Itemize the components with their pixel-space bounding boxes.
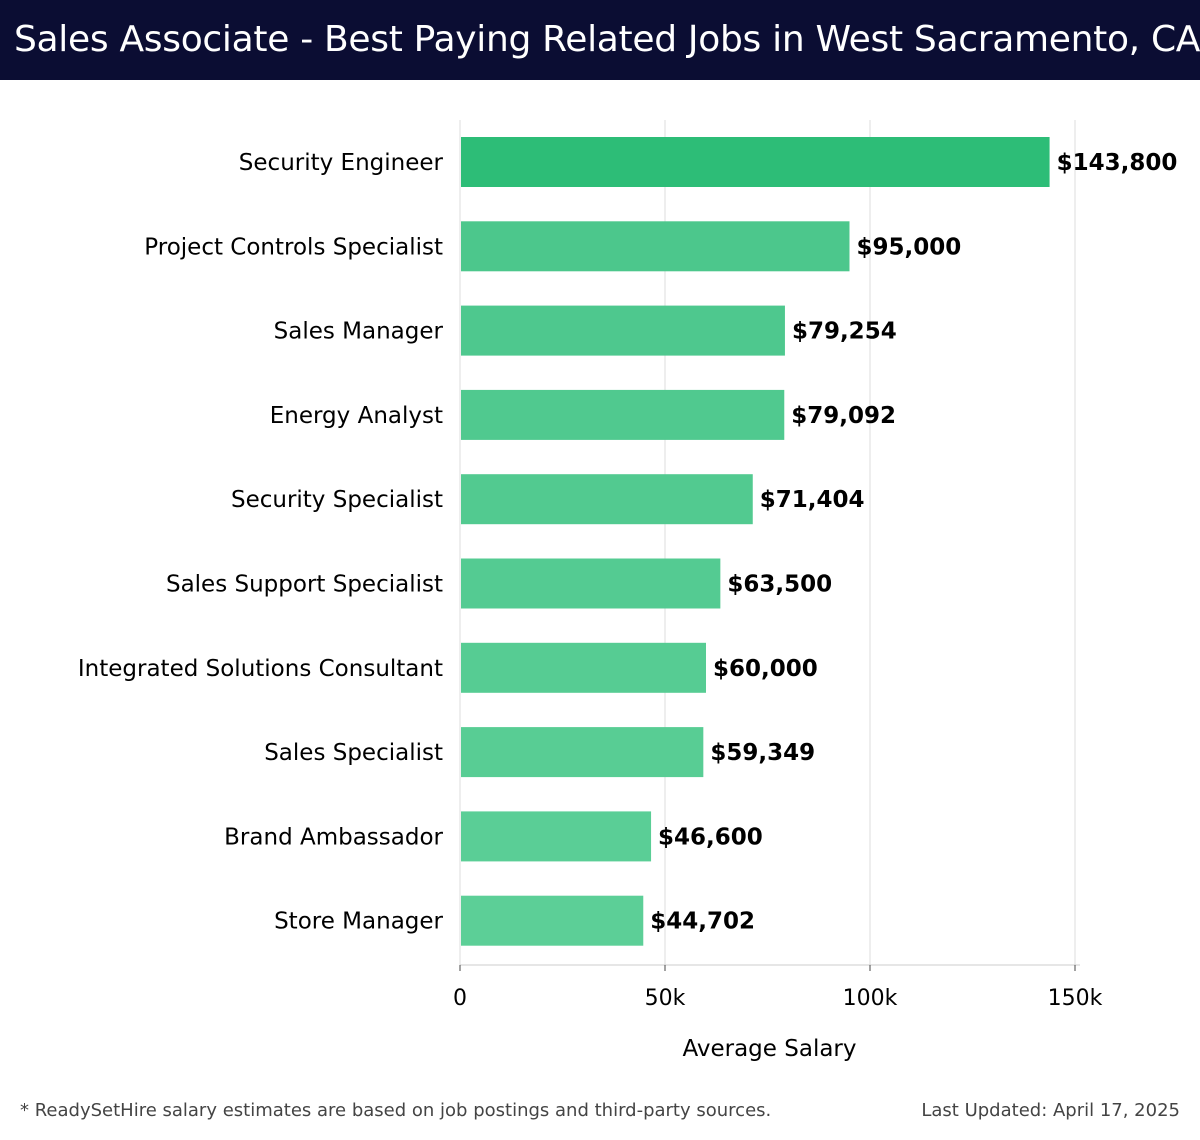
category-label-1: Project Controls Specialist bbox=[144, 234, 443, 260]
value-label-5: $63,500 bbox=[727, 572, 832, 598]
x-tick-label-0: 0 bbox=[453, 986, 467, 1011]
category-label-3: Energy Analyst bbox=[270, 403, 443, 429]
value-label-8: $46,600 bbox=[658, 824, 763, 850]
value-label-3: $79,092 bbox=[791, 403, 896, 429]
x-tick-label-3: 150k bbox=[1048, 986, 1103, 1011]
value-label-2: $79,254 bbox=[792, 319, 897, 345]
x-axis-title: Average Salary bbox=[682, 1036, 856, 1062]
value-label-6: $60,000 bbox=[713, 656, 818, 682]
value-label-9: $44,702 bbox=[650, 909, 755, 935]
category-label-6: Integrated Solutions Consultant bbox=[78, 656, 443, 682]
bar-9 bbox=[461, 895, 644, 946]
value-label-7: $59,349 bbox=[710, 740, 815, 766]
footer-last-updated: Last Updated: April 17, 2025 bbox=[921, 1100, 1180, 1121]
bar-1 bbox=[461, 221, 850, 272]
category-label-8: Brand Ambassador bbox=[224, 824, 443, 850]
value-label-0: $143,800 bbox=[1057, 150, 1178, 176]
bar-2 bbox=[461, 305, 785, 356]
page-title: Sales Associate - Best Paying Related Jo… bbox=[14, 19, 1200, 60]
category-label-4: Security Specialist bbox=[231, 487, 443, 513]
bar-8 bbox=[461, 811, 652, 862]
bar-0 bbox=[461, 137, 1050, 187]
x-tick-label-1: 50k bbox=[645, 986, 686, 1011]
x-tick-label-2: 100k bbox=[843, 986, 898, 1011]
footer-disclaimer: * ReadySetHire salary estimates are base… bbox=[20, 1100, 772, 1121]
value-label-4: $71,404 bbox=[760, 487, 865, 513]
bar-4 bbox=[461, 474, 753, 525]
category-label-9: Store Manager bbox=[274, 909, 443, 935]
bar-6 bbox=[461, 642, 706, 693]
salary-bar-chart: 0 50k 100k 150k Average Salary Security Engin… bbox=[78, 120, 1178, 1062]
category-label-7: Sales Specialist bbox=[264, 740, 443, 766]
bar-5 bbox=[461, 558, 721, 609]
category-label-2: Sales Manager bbox=[274, 319, 444, 345]
bar-3 bbox=[461, 389, 785, 440]
bar-7 bbox=[461, 727, 704, 778]
category-label-5: Sales Support Specialist bbox=[166, 572, 443, 598]
title-banner: Sales Associate - Best Paying Related Jo… bbox=[0, 0, 1200, 80]
category-label-0: Security Engineer bbox=[239, 150, 444, 176]
value-label-1: $95,000 bbox=[857, 234, 962, 260]
